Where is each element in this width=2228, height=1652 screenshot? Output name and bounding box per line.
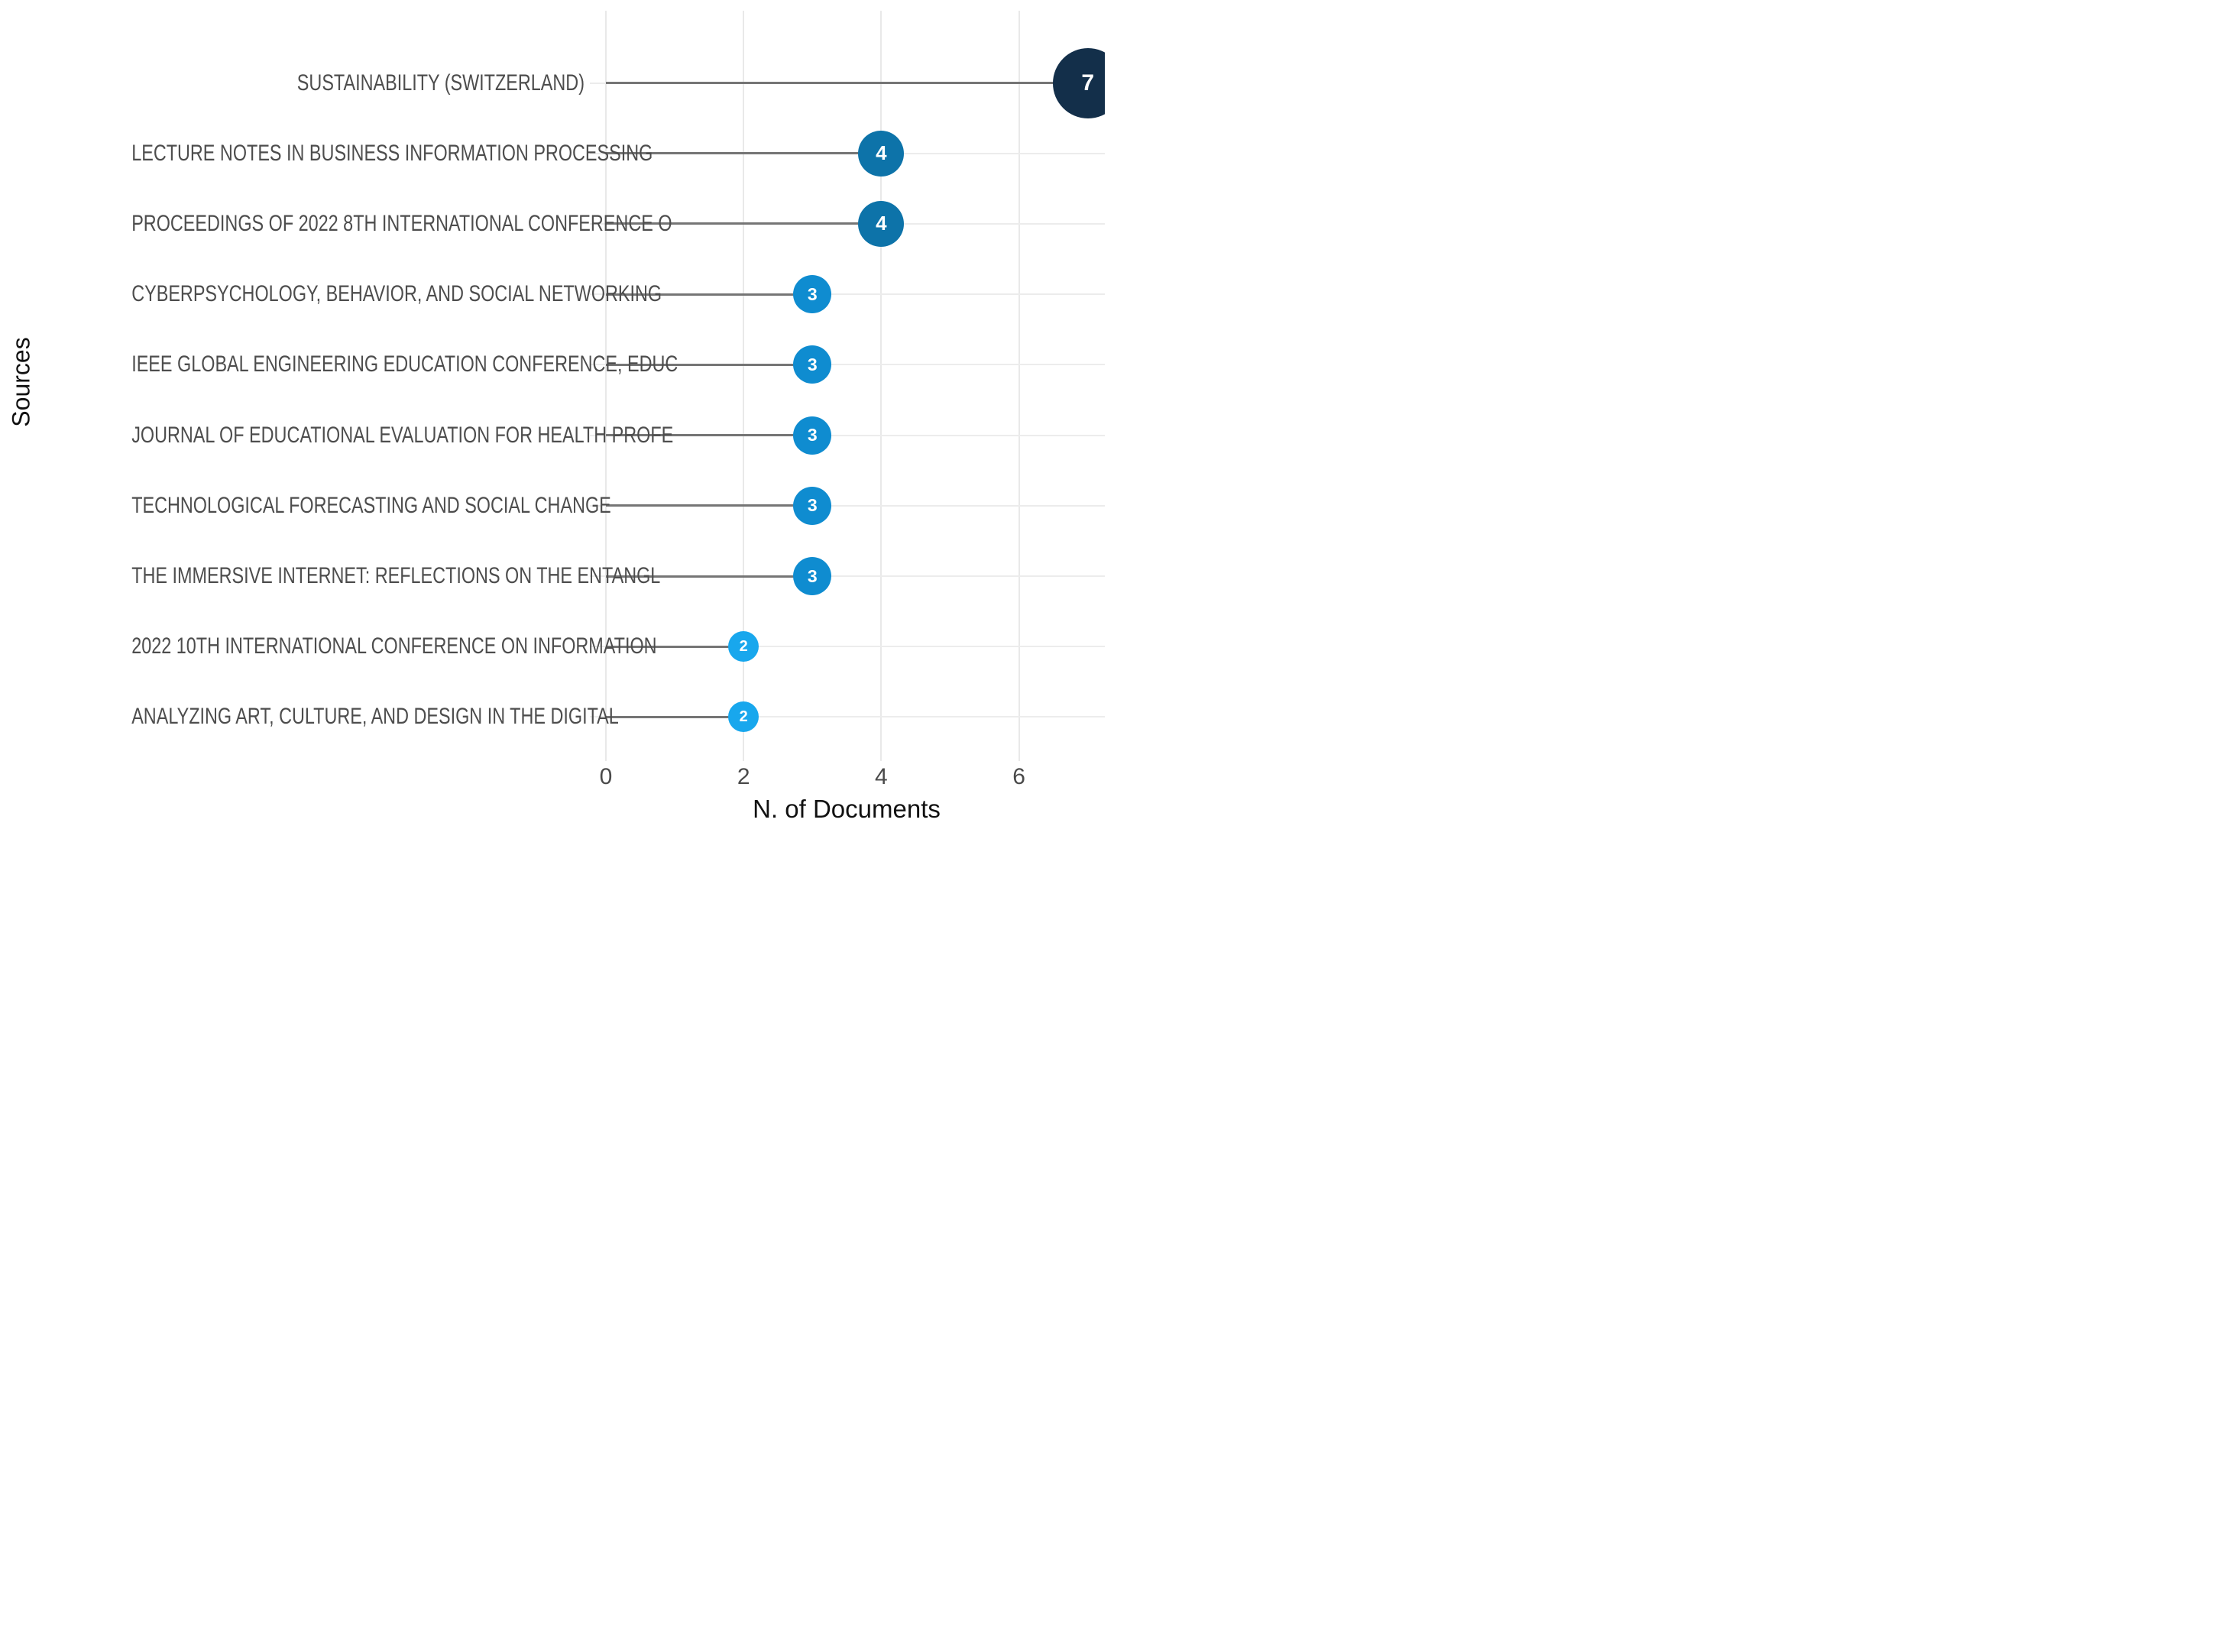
row-gridline xyxy=(590,575,1105,578)
marker-value: 3 xyxy=(807,354,818,374)
lollipop-stem xyxy=(606,152,882,155)
lollipop-stem xyxy=(606,504,813,507)
x-gridline xyxy=(605,11,607,761)
lollipop-stem xyxy=(606,293,813,296)
lollipop-stem xyxy=(606,575,813,578)
lollipop-marker: 2 xyxy=(728,701,759,733)
row-gridline xyxy=(590,716,1105,718)
marker-value: 3 xyxy=(807,283,818,304)
category-label: LECTURE NOTES IN BUSINESS INFORMATION PR… xyxy=(131,140,653,166)
lollipop-stem xyxy=(606,222,882,225)
row-gridline xyxy=(590,646,1105,648)
category-label: THE IMMERSIVE INTERNET: REFLECTIONS ON T… xyxy=(131,563,661,589)
x-tick-label: 6 xyxy=(1012,764,1025,789)
marker-value: 3 xyxy=(807,495,818,516)
x-gridline xyxy=(880,11,882,761)
x-gridline xyxy=(743,11,745,761)
lollipop-marker: 3 xyxy=(793,557,832,596)
row-gridline xyxy=(590,364,1105,366)
marker-value: 3 xyxy=(807,565,818,586)
x-gridline xyxy=(1018,11,1020,761)
category-label: 2022 10TH INTERNATIONAL CONFERENCE ON IN… xyxy=(131,633,657,659)
lollipop-stem xyxy=(606,363,813,366)
marker-value: 4 xyxy=(876,212,887,235)
lollipop-marker: 3 xyxy=(793,486,832,525)
category-label: IEEE GLOBAL ENGINEERING EDUCATION CONFER… xyxy=(131,351,678,377)
lollipop-marker: 3 xyxy=(793,275,832,314)
category-label: SUSTAINABILITY (SWITZERLAND) xyxy=(296,70,585,96)
category-label: CYBERPSYCHOLOGY, BEHAVIOR, AND SOCIAL NE… xyxy=(131,281,662,307)
marker-value: 2 xyxy=(739,637,748,655)
category-labels-layer: SUSTAINABILITY (SWITZERLAND) LECTURE NOTE… xyxy=(0,0,1114,826)
plot-panel: 7 4 4 3 3 3 3 3 2 2 xyxy=(590,11,1105,761)
lollipop-stem xyxy=(606,645,744,648)
x-tick-label: 4 xyxy=(875,764,888,789)
x-tick-label: 2 xyxy=(737,764,750,789)
lollipop-marker: 4 xyxy=(858,130,905,177)
x-axis-title: N. of Documents xyxy=(753,795,941,823)
lollipop-marker: 3 xyxy=(793,416,832,455)
lollipop-stem xyxy=(606,715,744,718)
category-label: TECHNOLOGICAL FORECASTING AND SOCIAL CHA… xyxy=(131,492,611,518)
category-label: ANALYZING ART, CULTURE, AND DESIGN IN TH… xyxy=(131,704,619,730)
marker-value: 2 xyxy=(739,708,748,725)
row-gridline xyxy=(590,434,1105,436)
row-gridline xyxy=(590,504,1105,507)
marker-value: 3 xyxy=(807,425,818,445)
row-gridline xyxy=(590,293,1105,296)
lollipop-marker: 3 xyxy=(793,345,832,384)
x-tick-label: 0 xyxy=(599,764,613,789)
lollipop-stem xyxy=(606,434,813,437)
marker-value: 7 xyxy=(1081,70,1095,96)
lollipop-stem xyxy=(606,82,1088,84)
lollipop-marker: 2 xyxy=(728,631,759,662)
category-label: PROCEEDINGS OF 2022 8TH INTERNATIONAL CO… xyxy=(131,210,672,236)
lollipop-marker: 7 xyxy=(1052,47,1105,118)
category-label: JOURNAL OF EDUCATIONAL EVALUATION FOR HE… xyxy=(131,422,674,448)
lollipop-marker: 4 xyxy=(858,200,905,247)
marker-value: 4 xyxy=(876,141,887,165)
